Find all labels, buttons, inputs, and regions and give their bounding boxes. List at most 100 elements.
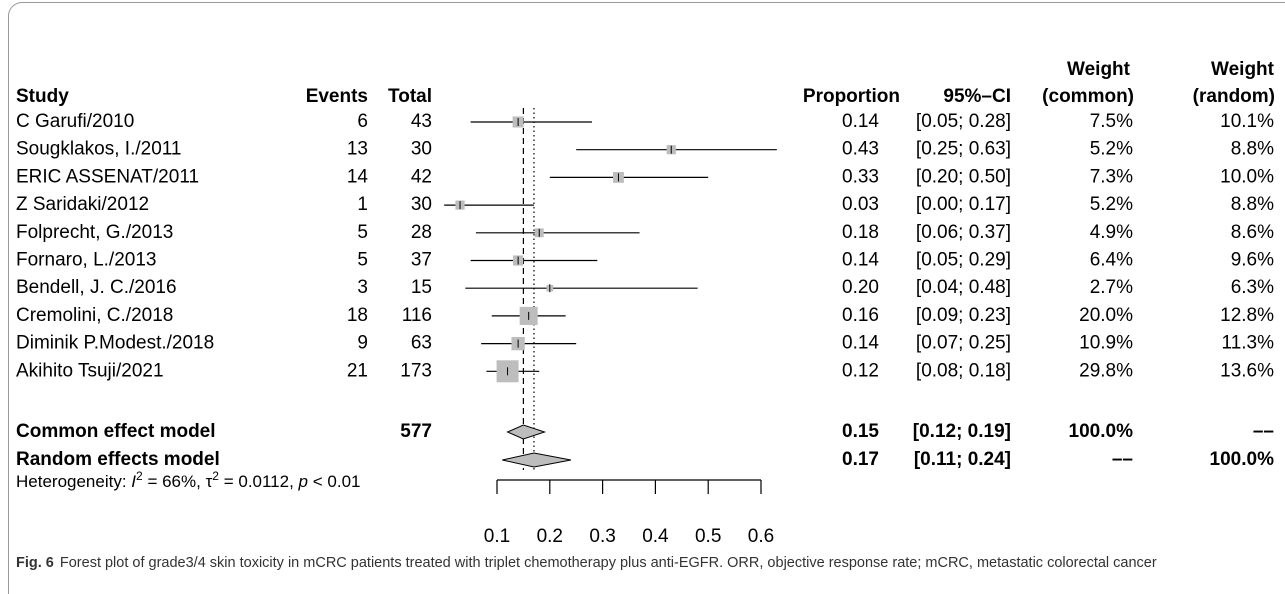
het-text: = 0.0112,: [219, 472, 299, 491]
weight-random: 6.3%: [1231, 277, 1274, 298]
ci-label: [0.00; 0.17]: [916, 194, 1011, 215]
proportion-label: 0.03: [842, 194, 879, 215]
total: 42: [411, 166, 432, 187]
weight-common: 2.7%: [1090, 277, 1133, 298]
caption-text: Forest plot of grade3/4 skin toxicity in…: [59, 555, 1157, 571]
study-name: Diminik P.Modest./2018: [16, 333, 214, 354]
total: 37: [411, 250, 432, 271]
het-text: = 66%,: [143, 472, 206, 491]
heterogeneity: Heterogeneity: I2 = 66%, τ2 = 0.0112, p …: [16, 469, 360, 491]
weight-random: 8.8%: [1231, 194, 1274, 215]
total: 28: [411, 222, 432, 243]
weight-common: 6.4%: [1090, 250, 1133, 271]
x-tick-label: 0.3: [589, 526, 615, 547]
events: 5: [357, 222, 368, 243]
weight-random: 10.0%: [1220, 166, 1274, 187]
total: 30: [411, 194, 432, 215]
proportion-label: 0.20: [842, 277, 879, 298]
het-sup: 2: [212, 469, 219, 483]
summary-weight-common: 100.0%: [1069, 421, 1134, 442]
x-tick-label: 0.5: [695, 526, 721, 547]
ci-label: [0.25; 0.63]: [916, 139, 1011, 160]
study-name: Fornaro, L./2013: [16, 250, 156, 271]
summary-weight-common: ––: [1112, 449, 1133, 470]
summary-proportion: 0.15: [842, 421, 879, 442]
total: 15: [411, 277, 432, 298]
proportion-label: 0.14: [842, 250, 879, 271]
weight-common: 7.3%: [1090, 166, 1133, 187]
het-text: < 0.01: [308, 472, 360, 491]
het-symbol: τ: [206, 472, 213, 491]
study-name: ERIC ASSENAT/2011: [16, 166, 199, 187]
header: Events: [306, 86, 368, 107]
header: (common): [1042, 86, 1134, 107]
events: 6: [357, 111, 368, 132]
ci-label: [0.07; 0.25]: [916, 333, 1011, 354]
weight-common: 5.2%: [1090, 194, 1133, 215]
summary-weight-random: 100.0%: [1210, 449, 1275, 470]
proportion-label: 0.43: [842, 139, 879, 160]
header: (random): [1193, 86, 1275, 107]
ci-label: [0.20; 0.50]: [916, 166, 1011, 187]
summary-ci: [0.11; 0.24]: [914, 449, 1011, 470]
header: Total: [388, 86, 432, 107]
events: 21: [347, 360, 368, 381]
summary-name: Common effect model: [16, 421, 216, 442]
het-text: Heterogeneity:: [16, 472, 131, 491]
proportion-label: 0.14: [842, 333, 879, 354]
weight-random: 12.8%: [1220, 305, 1274, 326]
x-tick-label: 0.4: [642, 526, 669, 547]
weight-common: 7.5%: [1090, 111, 1133, 132]
header: Weight: [1067, 59, 1131, 80]
header: 95%–CI: [943, 86, 1011, 107]
header: Proportion: [803, 86, 900, 107]
proportion-label: 0.18: [842, 222, 879, 243]
total: 116: [402, 305, 432, 326]
ci-label: [0.08; 0.18]: [916, 360, 1011, 381]
total: 30: [411, 139, 432, 160]
study-name: Cremolini, C./2018: [16, 305, 173, 326]
proportion-label: 0.12: [842, 360, 879, 381]
study-name: Bendell, J. C./2016: [16, 277, 177, 298]
ci-label: [0.06; 0.37]: [916, 222, 1011, 243]
proportion-label: 0.14: [842, 111, 879, 132]
weight-common: 10.9%: [1079, 333, 1133, 354]
header: Study: [16, 86, 69, 107]
study-name: Folprecht, G./2013: [16, 222, 173, 243]
proportion-label: 0.33: [842, 166, 879, 187]
het-symbol: I: [131, 472, 136, 491]
ci-label: [0.04; 0.48]: [916, 277, 1011, 298]
events: 1: [357, 194, 368, 215]
chart: Heterogeneity: I2 = 66%, τ2 = 0.0112, p …: [16, 59, 1275, 547]
ci-label: [0.05; 0.28]: [916, 111, 1011, 132]
het-symbol: p: [298, 472, 308, 491]
events: 3: [357, 277, 368, 298]
total: 63: [411, 333, 432, 354]
het-sup: 2: [136, 469, 143, 483]
x-tick-label: 0.1: [484, 526, 510, 547]
ci-label: [0.05; 0.29]: [916, 250, 1011, 271]
weight-common: 20.0%: [1079, 305, 1133, 326]
study-name: Z Saridaki/2012: [16, 194, 149, 215]
events: 5: [357, 250, 368, 271]
summary-diamond: [502, 452, 572, 468]
weight-random: 10.1%: [1220, 111, 1274, 132]
weight-common: 4.9%: [1090, 222, 1133, 243]
summary-name: Random effects model: [16, 449, 220, 470]
summary-ci: [0.12; 0.19]: [913, 421, 1011, 442]
events: 9: [357, 333, 368, 354]
study-name: Sougklakos, I./2011: [16, 139, 181, 160]
events: 13: [347, 139, 368, 160]
weight-random: 8.6%: [1231, 222, 1274, 243]
x-tick-label: 0.6: [748, 526, 774, 547]
caption: Fig. 6 Forest plot of grade3/4 skin toxic…: [16, 553, 1276, 574]
header: Weight: [1211, 59, 1275, 80]
total: 173: [400, 360, 432, 381]
study-name: Akihito Tsuji/2021: [16, 360, 164, 381]
total: 43: [411, 111, 432, 132]
weight-random: 9.6%: [1231, 250, 1274, 271]
events: 18: [347, 305, 368, 326]
weight-common: 29.8%: [1079, 360, 1133, 381]
events: 14: [347, 166, 369, 187]
